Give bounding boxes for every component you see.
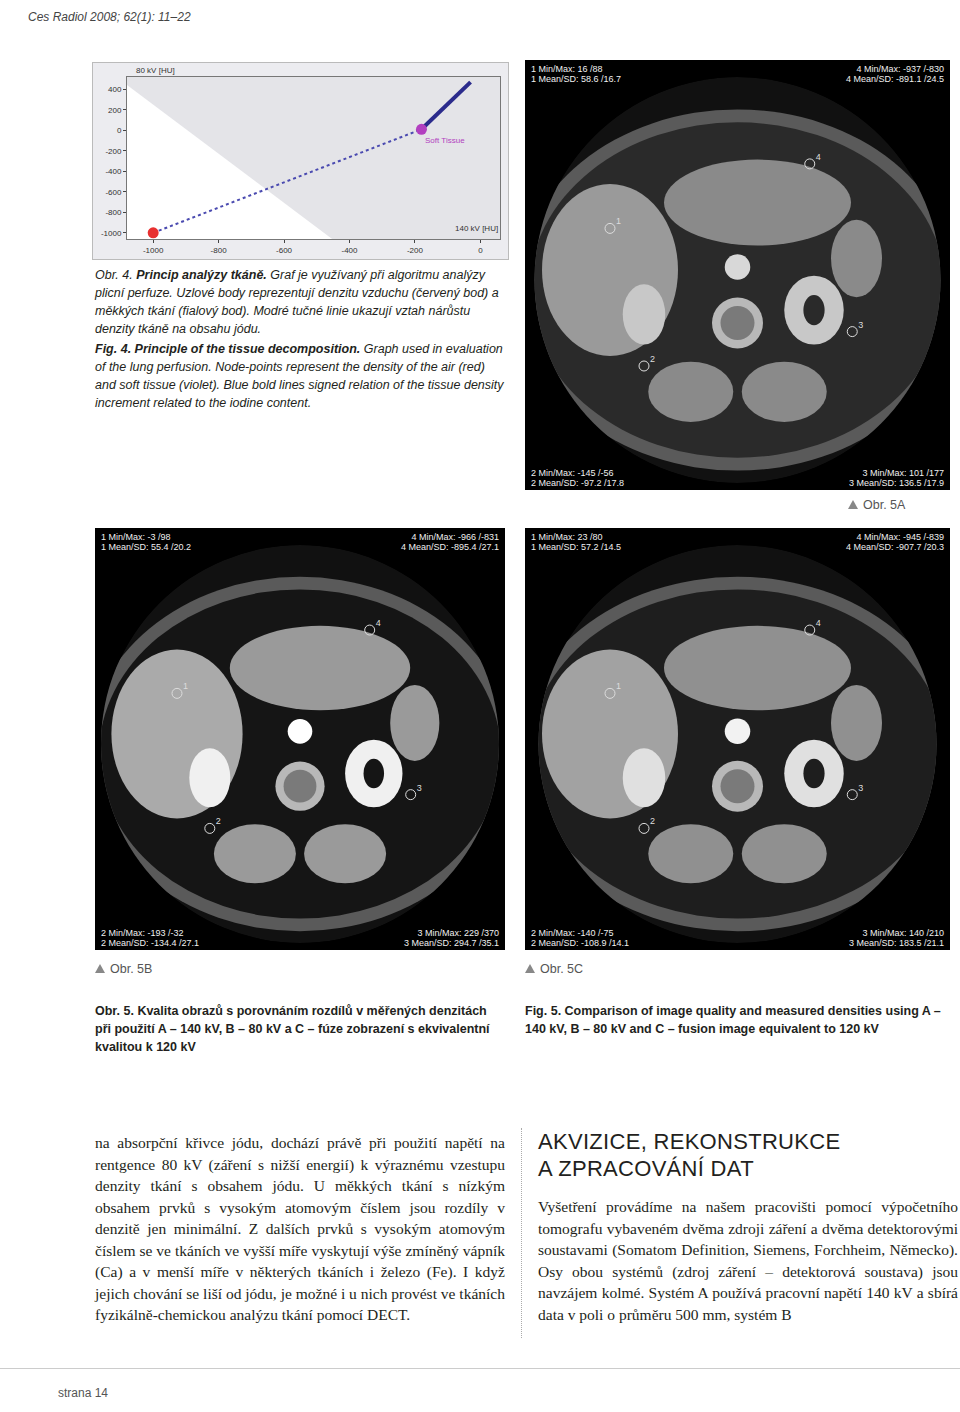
html-text:Fig. 4. Principle of the tissu: Fig. 4. Principle of the tissue decompos… xyxy=(95,342,504,410)
svg-text:-400: -400 xyxy=(341,246,358,255)
html-text:AKVIZICE, REKONSTRUKCE: AKVIZICE, REKONSTRUKCE xyxy=(538,1129,841,1154)
svg-text:0: 0 xyxy=(117,126,122,135)
svg-text:-400: -400 xyxy=(105,167,122,176)
html-text:Obr. 4. Princip analýzy tkáně.: Obr. 4. Princip analýzy tkáně. Graf je v… xyxy=(95,268,499,336)
svg-text:-600: -600 xyxy=(105,188,122,197)
svg-text:3 Mean/SD: 183.5 /21.1: 3 Mean/SD: 183.5 /21.1 xyxy=(849,938,944,948)
html-text:Fig. 5. Comparison of image qu: Fig. 5. Comparison of image quality and … xyxy=(525,1004,941,1036)
svg-text:2 Mean/SD: -134.4 /27.1: 2 Mean/SD: -134.4 /27.1 xyxy=(101,938,199,948)
svg-text:2 Min/Max: -140 /-75: 2 Min/Max: -140 /-75 xyxy=(531,928,614,938)
svg-text:3 Mean/SD: 136.5 /17.9: 3 Mean/SD: 136.5 /17.9 xyxy=(849,478,944,488)
svg-text:200: 200 xyxy=(108,106,122,115)
svg-text:3 Min/Max: 140 /210: 3 Min/Max: 140 /210 xyxy=(862,928,944,938)
svg-text:80 kV [HU]: 80 kV [HU] xyxy=(136,66,175,75)
svg-text:2: 2 xyxy=(650,816,655,826)
svg-text:2 Min/Max: -193 /-32: 2 Min/Max: -193 /-32 xyxy=(101,928,184,938)
svg-text:-200: -200 xyxy=(407,246,424,255)
svg-text:-1000: -1000 xyxy=(143,246,164,255)
svg-text:2 Min/Max: -145 /-56: 2 Min/Max: -145 /-56 xyxy=(531,468,614,478)
svg-text:-800: -800 xyxy=(105,208,122,217)
svg-text:1 Min/Max: 16 /88: 1 Min/Max: 16 /88 xyxy=(531,64,603,74)
html-text:strana 14: strana 14 xyxy=(58,1386,108,1400)
svg-text:Soft Tissue: Soft Tissue xyxy=(425,136,465,145)
svg-text:1: 1 xyxy=(183,681,188,691)
svg-text:2 Mean/SD: -97.2 /17.8: 2 Mean/SD: -97.2 /17.8 xyxy=(531,478,624,488)
svg-text:140 kV [HU]: 140 kV [HU] xyxy=(455,224,498,233)
html-text:Vyšetření provádíme na našem p: Vyšetření provádíme na našem pracovišti … xyxy=(538,1198,958,1323)
svg-text:4: 4 xyxy=(816,618,821,628)
html-text:na absorpční křivce jódu, doch: na absorpční křivce jódu, dochází právě … xyxy=(95,1134,505,1323)
svg-text:-1000: -1000 xyxy=(101,229,122,238)
svg-text:3 Min/Max: 229 /370: 3 Min/Max: 229 /370 xyxy=(417,928,499,938)
svg-text:1 Mean/SD: 58.6 /16.7: 1 Mean/SD: 58.6 /16.7 xyxy=(531,74,621,84)
svg-text:3: 3 xyxy=(858,783,863,793)
html-text:Ces Radiol 2008; 62(1): 11–22: Ces Radiol 2008; 62(1): 11–22 xyxy=(28,10,191,24)
svg-text:2 Mean/SD: -108.9 /14.1: 2 Mean/SD: -108.9 /14.1 xyxy=(531,938,629,948)
html-text:Obr. 5C: Obr. 5C xyxy=(540,962,584,976)
svg-text:4: 4 xyxy=(816,152,821,162)
svg-text:1 Mean/SD: 55.4 /20.2: 1 Mean/SD: 55.4 /20.2 xyxy=(101,542,191,552)
svg-text:3 Mean/SD: 294.7 /35.1: 3 Mean/SD: 294.7 /35.1 xyxy=(404,938,499,948)
svg-text:4 Min/Max: -945 /-839: 4 Min/Max: -945 /-839 xyxy=(856,532,944,542)
svg-text:0: 0 xyxy=(478,246,483,255)
svg-text:1: 1 xyxy=(616,681,621,691)
svg-text:-600: -600 xyxy=(276,246,293,255)
svg-text:4 Mean/SD: -891.1 /24.5: 4 Mean/SD: -891.1 /24.5 xyxy=(846,74,944,84)
svg-text:1: 1 xyxy=(616,216,621,226)
svg-text:1 Mean/SD: 57.2 /14.5: 1 Mean/SD: 57.2 /14.5 xyxy=(531,542,621,552)
html-text:A ZPRACOVÁNÍ DAT: A ZPRACOVÁNÍ DAT xyxy=(538,1156,754,1181)
html-text:Obr. 5A: Obr. 5A xyxy=(863,498,906,512)
svg-text:4: 4 xyxy=(376,618,381,628)
svg-text:1 Min/Max: -3 /98: 1 Min/Max: -3 /98 xyxy=(101,532,171,542)
html-text:Obr. 5B: Obr. 5B xyxy=(110,962,153,976)
svg-text:400: 400 xyxy=(108,85,122,94)
svg-text:3 Min/Max: 101 /177: 3 Min/Max: 101 /177 xyxy=(862,468,944,478)
svg-text:4 Mean/SD: -907.7 /20.3: 4 Mean/SD: -907.7 /20.3 xyxy=(846,542,944,552)
svg-text:-800: -800 xyxy=(211,246,228,255)
svg-text:3: 3 xyxy=(417,783,422,793)
svg-text:-200: -200 xyxy=(105,147,122,156)
svg-text:4 Min/Max: -966 /-831: 4 Min/Max: -966 /-831 xyxy=(411,532,499,542)
svg-text:2: 2 xyxy=(650,354,655,364)
svg-text:4 Min/Max: -937 /-830: 4 Min/Max: -937 /-830 xyxy=(856,64,944,74)
svg-text:1 Min/Max: 23 /80: 1 Min/Max: 23 /80 xyxy=(531,532,603,542)
html-text:Obr. 5. Kvalita obrazů s porov: Obr. 5. Kvalita obrazů s porovnáním rozd… xyxy=(95,1004,490,1054)
svg-text:2: 2 xyxy=(216,816,221,826)
svg-text:3: 3 xyxy=(858,320,863,330)
svg-text:4 Mean/SD: -895.4 /27.1: 4 Mean/SD: -895.4 /27.1 xyxy=(401,542,499,552)
